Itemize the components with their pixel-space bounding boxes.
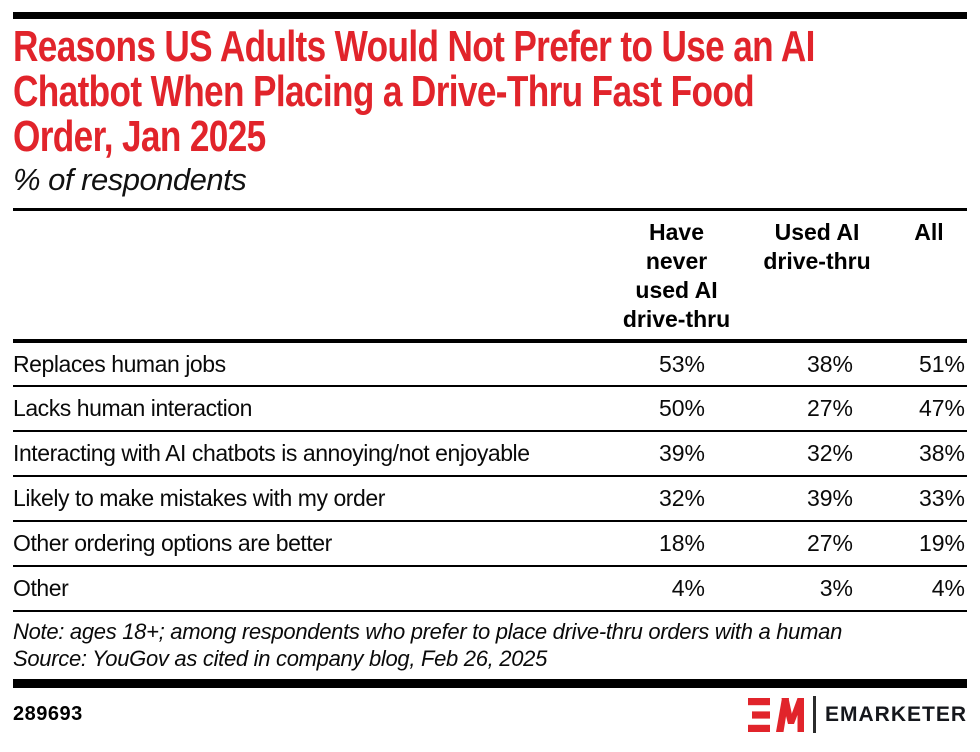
footer: 289693 EMARKETER bbox=[13, 696, 967, 733]
value-never-used: 53% bbox=[610, 341, 743, 387]
value-used: 39% bbox=[743, 476, 891, 522]
value-all: 38% bbox=[891, 431, 967, 477]
row-label: Likely to make mistakes with my order bbox=[13, 476, 610, 522]
note-text: Note: ages 18+; among respondents who pr… bbox=[13, 619, 843, 644]
value-never-used: 4% bbox=[610, 566, 743, 612]
footer-divider-bar bbox=[13, 679, 967, 688]
table-row: Replaces human jobs 53% 38% 51% bbox=[13, 341, 967, 387]
row-label: Other bbox=[13, 566, 610, 612]
value-all: 4% bbox=[891, 566, 967, 612]
value-all: 19% bbox=[891, 521, 967, 567]
table-row: Other ordering options are better 18% 27… bbox=[13, 521, 967, 567]
table-row: Other 4% 3% 4% bbox=[13, 566, 967, 612]
table-header: Have never used AI drive-thru Used AI dr… bbox=[13, 211, 967, 343]
value-all: 51% bbox=[891, 341, 967, 387]
chart-subtitle: % of respondents bbox=[13, 162, 247, 197]
value-used: 27% bbox=[743, 386, 891, 432]
em-logo-icon bbox=[747, 697, 804, 732]
data-table: Have never used AI drive-thru Used AI dr… bbox=[13, 211, 967, 612]
table-row: Likely to make mistakes with my order 32… bbox=[13, 476, 967, 522]
emarketer-logo: EMARKETER bbox=[747, 696, 967, 733]
row-label: Lacks human interaction bbox=[13, 386, 610, 432]
column-header-never-used-ai: Have never used AI drive-thru bbox=[610, 211, 743, 343]
value-never-used: 50% bbox=[610, 386, 743, 432]
column-header-all: All bbox=[891, 211, 967, 343]
table-top-rule bbox=[13, 208, 967, 211]
value-used: 38% bbox=[743, 341, 891, 387]
value-used: 3% bbox=[743, 566, 891, 612]
column-header-reason bbox=[13, 211, 610, 343]
row-label: Replaces human jobs bbox=[13, 341, 610, 387]
value-never-used: 32% bbox=[610, 476, 743, 522]
source-text: Source: YouGov as cited in company blog,… bbox=[13, 646, 548, 671]
chart-title: Reasons US Adults Would Not Prefer to Us… bbox=[13, 22, 815, 161]
row-label: Interacting with AI chatbots is annoying… bbox=[13, 431, 610, 477]
footnotes: Note: ages 18+; among respondents who pr… bbox=[13, 618, 967, 672]
chart-id: 289693 bbox=[13, 703, 83, 725]
value-all: 47% bbox=[891, 386, 967, 432]
column-header-used-ai: Used AI drive-thru bbox=[743, 211, 891, 343]
top-divider-bar bbox=[13, 12, 967, 19]
emarketer-wordmark: EMARKETER bbox=[824, 702, 967, 726]
logo-divider bbox=[812, 696, 816, 733]
value-never-used: 39% bbox=[610, 431, 743, 477]
table-row: Interacting with AI chatbots is annoying… bbox=[13, 431, 967, 477]
value-used: 27% bbox=[743, 521, 891, 567]
table-body: Replaces human jobs 53% 38% 51% Lacks hu… bbox=[13, 341, 967, 612]
table-row: Lacks human interaction 50% 27% 47% bbox=[13, 386, 967, 432]
row-label: Other ordering options are better bbox=[13, 521, 610, 567]
value-never-used: 18% bbox=[610, 521, 743, 567]
value-used: 32% bbox=[743, 431, 891, 477]
header-row: Have never used AI drive-thru Used AI dr… bbox=[13, 211, 967, 343]
value-all: 33% bbox=[891, 476, 967, 522]
